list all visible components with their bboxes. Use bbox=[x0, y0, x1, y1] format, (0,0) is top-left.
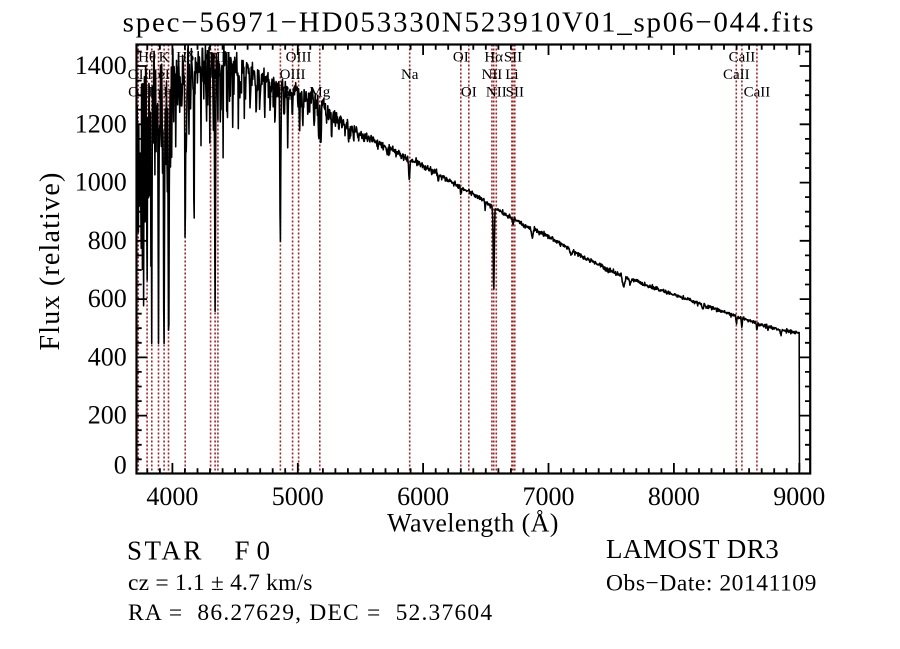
svg-text:800: 800 bbox=[88, 226, 127, 255]
svg-text:5000: 5000 bbox=[272, 482, 324, 511]
svg-text:CaII: CaII bbox=[729, 49, 756, 65]
svg-text:F0: F0 bbox=[235, 536, 278, 566]
svg-text:LAMOST DR3: LAMOST DR3 bbox=[606, 534, 779, 564]
svg-text:Hα: Hα bbox=[484, 49, 503, 65]
svg-text:Hγ: Hγ bbox=[206, 67, 224, 83]
svg-text:HeI: HeI bbox=[147, 67, 170, 83]
svg-text:4000: 4000 bbox=[146, 482, 198, 511]
svg-text:7000: 7000 bbox=[523, 482, 575, 511]
svg-text:200: 200 bbox=[88, 401, 127, 430]
svg-text:Hβ: Hβ bbox=[271, 85, 289, 101]
svg-text:Hη: Hη bbox=[142, 85, 161, 101]
svg-text:CaII: CaII bbox=[744, 85, 771, 101]
svg-text:9000: 9000 bbox=[773, 482, 825, 511]
svg-text:K: K bbox=[159, 49, 170, 65]
svg-text:400: 400 bbox=[88, 342, 127, 371]
svg-text:OI: OI bbox=[453, 49, 469, 65]
svg-text:H: H bbox=[163, 85, 174, 101]
svg-text:NII: NII bbox=[486, 85, 507, 101]
svg-text:STAR: STAR bbox=[127, 536, 204, 566]
svg-text:Hθ: Hθ bbox=[138, 49, 156, 65]
svg-text:OIII: OIII bbox=[280, 67, 306, 83]
svg-text:spec−56971−HD053330N523910V01_: spec−56971−HD053330N523910V01_sp06−044.f… bbox=[123, 7, 816, 39]
svg-text:Na: Na bbox=[401, 67, 419, 83]
svg-text:600: 600 bbox=[88, 284, 127, 313]
svg-text:RA = 86.27629, DEC = 52.3760: RA = 86.27629, DEC = 52.37604 bbox=[128, 600, 493, 626]
svg-text:0: 0 bbox=[114, 451, 127, 480]
svg-text:Wavelength (Å): Wavelength (Å) bbox=[387, 509, 559, 538]
svg-text:8000: 8000 bbox=[648, 482, 700, 511]
svg-text:OIII: OIII bbox=[286, 49, 312, 65]
svg-text:Flux (relative): Flux (relative) bbox=[35, 172, 66, 351]
svg-text:1400: 1400 bbox=[75, 51, 127, 80]
svg-text:G: G bbox=[205, 85, 216, 101]
svg-text:Mg: Mg bbox=[309, 85, 330, 101]
svg-text:NII: NII bbox=[481, 67, 502, 83]
svg-text:1000: 1000 bbox=[75, 168, 127, 197]
svg-text:Li: Li bbox=[505, 67, 518, 83]
svg-text:CaII: CaII bbox=[723, 67, 750, 83]
svg-text:OI: OI bbox=[461, 85, 477, 101]
svg-text:SII: SII bbox=[506, 85, 524, 101]
svg-text:OII: OII bbox=[128, 85, 149, 101]
svg-text:6000: 6000 bbox=[397, 482, 449, 511]
svg-text:1200: 1200 bbox=[75, 109, 127, 138]
svg-text:OII: OII bbox=[128, 67, 149, 83]
svg-text:Obs−Date: 20141109: Obs−Date: 20141109 bbox=[606, 571, 817, 597]
svg-text:Hδ: Hδ bbox=[176, 49, 194, 65]
svg-text:SII: SII bbox=[504, 49, 522, 65]
svg-text:cz = 1.1 ± 4.7 km/s: cz = 1.1 ± 4.7 km/s bbox=[128, 570, 313, 596]
svg-text:OIII: OIII bbox=[205, 49, 231, 65]
